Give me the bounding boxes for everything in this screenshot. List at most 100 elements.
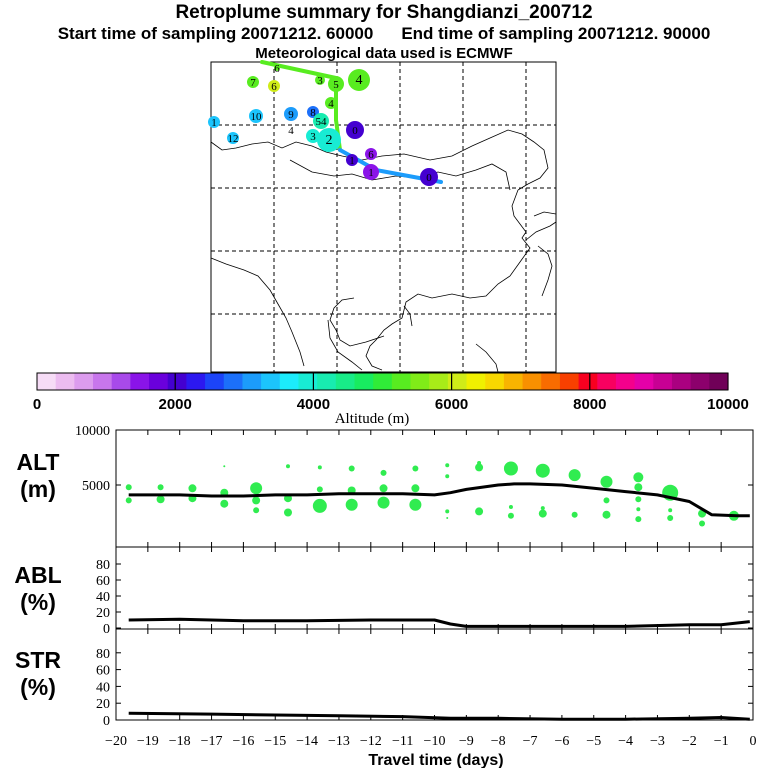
x-tick-label: −12 <box>360 734 382 749</box>
travel-time-axis: Travel time (days) −20 −19 −18 −17 −16 −15 −14… <box>105 734 756 768</box>
altitude-dot <box>535 463 550 478</box>
x-tick-label: −14 <box>296 734 318 749</box>
colorbar-cell <box>93 373 113 390</box>
y-tick-label: 10000 <box>75 424 110 439</box>
mean-line <box>128 711 750 721</box>
altitude-dot <box>283 508 292 517</box>
colorbar-cell <box>634 373 654 390</box>
colorbar-tick-label: 2000 <box>159 396 192 413</box>
met-data-label: Meteorological data used is ECMWF <box>255 45 513 62</box>
colorbar-cell <box>578 373 598 390</box>
map-frame <box>210 61 557 373</box>
altitude-dot <box>253 507 260 514</box>
trajectory-cluster-dot <box>315 75 325 85</box>
mean-line <box>128 617 750 628</box>
sampling-times: Start time of sampling 20071212. 60000 En… <box>0 24 768 44</box>
colorbar-cell <box>559 373 580 390</box>
colorbar-cell <box>373 373 393 390</box>
trajectory-cluster-dot <box>317 128 341 152</box>
trajectory-cluster-dot <box>363 164 379 180</box>
trajectory-day-label: 1 <box>349 155 355 167</box>
panel-label: ABL <box>14 562 61 588</box>
x-tick-label: −3 <box>650 734 665 749</box>
altitude-dot <box>445 463 450 468</box>
colorbar-cell <box>447 373 468 390</box>
altitude-dot <box>412 465 419 472</box>
altitude-dot <box>668 508 673 513</box>
x-tick-label: −6 <box>554 734 569 749</box>
panel-label: ALT <box>16 449 59 475</box>
end-time-label: End time of sampling 20071212. 90000 <box>401 24 711 43</box>
panel-unit: (%) <box>20 589 56 615</box>
trajectory-day-label: 1 <box>211 117 217 129</box>
y-tick-label: 60 <box>96 664 110 679</box>
altitude-dot <box>540 506 545 511</box>
y-tick-label: 0 <box>103 714 110 729</box>
altitude-dot <box>125 497 132 504</box>
colorbar-cell <box>541 373 561 390</box>
altitude-dot <box>635 496 642 503</box>
altitude-dot <box>285 464 290 469</box>
colorbar-cell <box>690 373 710 390</box>
altitude-dot <box>508 505 513 509</box>
x-tick-label: −2 <box>682 734 697 749</box>
x-tick-label: −11 <box>392 734 413 749</box>
altitude-dot <box>345 498 358 511</box>
y-tick-label: 60 <box>96 574 110 589</box>
colorbar-label: Altitude (m) <box>335 411 410 427</box>
trajectory-day-label: 10 <box>251 111 263 123</box>
colorbar-cell <box>149 373 169 390</box>
trajectory-day-label: 4 <box>328 98 334 110</box>
x-tick-label: −17 <box>201 734 223 749</box>
trajectory-day-label: 0 <box>352 125 358 137</box>
altitude-dot <box>380 469 387 476</box>
colorbar-cell <box>37 373 57 390</box>
altitude-dot <box>316 486 323 493</box>
panel-unit: (m) <box>20 476 56 502</box>
panel-alt: 10000 5000 ALT(m) <box>16 424 754 548</box>
altitude-dot <box>503 461 518 476</box>
trajectory-day-label: 3 <box>310 131 316 143</box>
y-tick-label: 80 <box>96 558 110 573</box>
mean-line <box>128 482 750 518</box>
colorbar-cell <box>485 373 505 390</box>
colorbar-tick-label: 0 <box>33 396 41 413</box>
altitude-dot <box>252 496 261 505</box>
trajectory-day-label: 54 <box>316 116 328 128</box>
altitude-dot <box>446 517 449 519</box>
trajectory-day-label: 5 <box>333 79 339 91</box>
altitude-colorbar: 0 2000 4000 6000 8000 10000 Altitude (m) <box>33 372 749 427</box>
colorbar-cell <box>242 373 262 390</box>
altitude-dot <box>699 520 706 527</box>
track-segment <box>260 60 338 80</box>
time-series-panels: 100005000ALT(m)806040200ABL(%)806040200S… <box>14 424 754 729</box>
trajectory-day-label: 3 <box>317 75 323 87</box>
trajectory-cluster-dot <box>313 113 329 129</box>
colorbar-cell <box>391 373 412 390</box>
colorbar-cell <box>410 373 430 390</box>
trajectory-day-label: 4 <box>356 73 363 88</box>
colorbar-cell <box>615 373 636 390</box>
x-tick-label: −19 <box>137 734 159 749</box>
altitude-dot <box>312 498 327 513</box>
x-tick-label: −13 <box>328 734 350 749</box>
altitude-dot <box>571 511 578 518</box>
panel-label: STR <box>15 647 61 673</box>
colorbar-cell <box>597 373 617 390</box>
x-tick-label: −10 <box>424 734 446 749</box>
trajectory-cluster-dot <box>249 109 263 123</box>
trajectory-day-label: 6 <box>274 63 280 75</box>
trajectory-cluster-dot <box>325 97 337 109</box>
altitude-dot <box>507 512 514 519</box>
altitude-dot <box>475 463 484 472</box>
trajectory-cluster-dot <box>306 129 320 143</box>
y-tick-label: 40 <box>96 680 110 695</box>
colorbar-cell <box>223 373 244 390</box>
x-tick-label: 0 <box>750 734 757 749</box>
altitude-dot <box>317 465 322 470</box>
altitude-dot <box>156 495 165 504</box>
colorbar-cell <box>74 373 94 390</box>
